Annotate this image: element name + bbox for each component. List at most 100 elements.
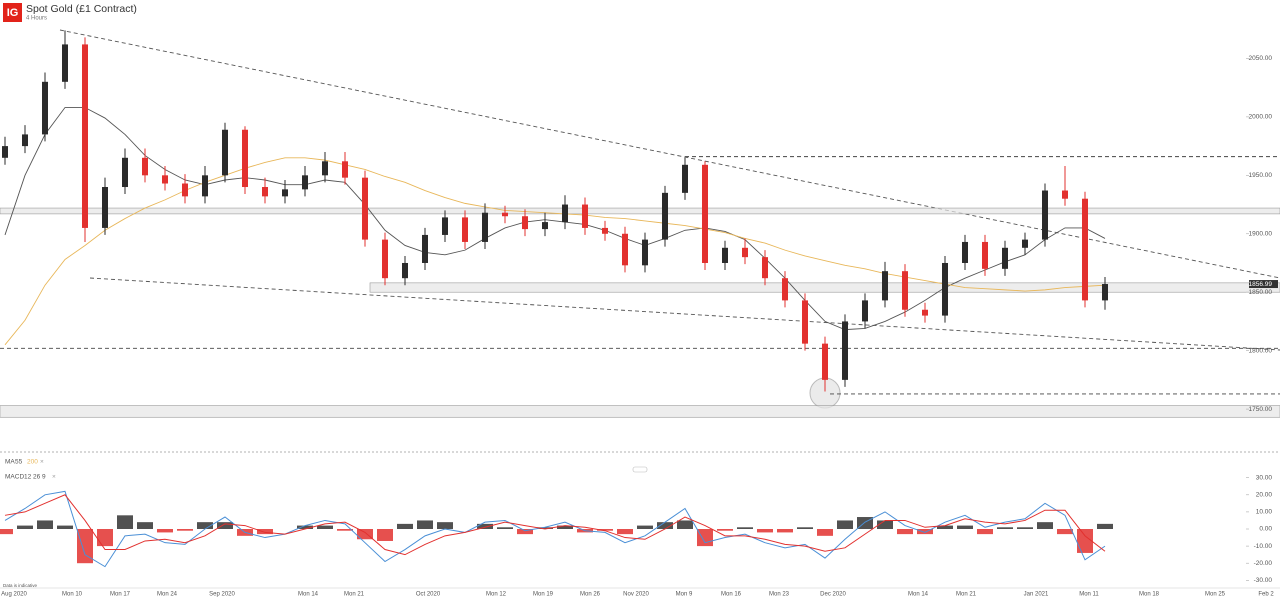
histogram-bar [477,523,493,529]
candle-body [82,44,88,228]
histogram-bar [697,529,713,547]
candle-body [962,241,968,263]
candle-body [522,216,528,230]
y-tick-label: 1950.00 [1249,172,1273,179]
y-tick-label: 1850.00 [1249,289,1273,296]
histogram-bar [717,529,733,531]
histogram-bar [657,522,673,529]
x-tick-label: Nov 2020 [623,592,649,598]
histogram-bar [617,529,633,535]
histogram-bar [997,527,1013,529]
candle-body [542,222,548,230]
x-tick-label: Mon 19 [533,592,554,598]
histogram-bar [597,529,613,531]
x-tick-label: Mon 24 [157,592,178,598]
logo-box [3,3,22,22]
histogram-bar [1077,529,1093,553]
histogram-bar [557,525,573,529]
legend-close: × [40,459,44,466]
legend-entry: 55 [15,459,23,466]
candle-body [802,300,808,344]
zone-band [0,405,1280,418]
x-tick-label: Mon 23 [769,592,790,598]
x-tick-label: Mon 21 [956,592,977,598]
histogram-bar [337,529,353,531]
histogram-bar [157,529,173,533]
candle-body [762,257,768,279]
candle-body [462,217,468,242]
histogram-bar [677,520,693,529]
histogram-bar [137,522,153,529]
panel-handle[interactable] [632,466,648,473]
x-tick-label: Mon 17 [110,592,131,598]
candle-body [842,321,848,380]
candle-body [122,157,128,188]
candle-body [942,262,948,316]
histogram-bar [537,527,553,529]
candle-body [1002,247,1008,269]
candle-body [162,175,168,184]
histogram-bar [57,525,73,529]
line-series [4,494,1106,556]
x-tick-label: Mon 14 [298,592,319,598]
y-tick-label: 2000.00 [1249,114,1273,121]
candle-body [342,161,348,178]
candle-body [242,129,248,188]
x-tick-label: Mon 11 [1079,592,1099,598]
candle-body [822,343,828,380]
histogram-bar [217,522,233,529]
histogram-bar [97,529,113,547]
histogram-bar [257,529,273,535]
zone-band [0,207,1280,215]
candle-body [622,233,628,266]
histogram-bar [17,525,33,529]
candle-body [222,129,228,176]
histogram-bar [917,529,933,535]
y-tick-label: -30.00 [1254,577,1273,584]
trend-line [59,29,1280,279]
candle-body [702,164,708,263]
histogram-bar [637,525,653,529]
y-tick-label: 2050.00 [1249,55,1273,62]
candle-body [902,271,908,310]
histogram-bar [877,520,893,529]
histogram-bar [357,529,373,540]
x-tick-label: Mon 9 [676,592,693,598]
candle-body [202,175,208,197]
x-tick-label: Jan 2021 [1024,592,1049,598]
chart-subtitle: 4 Hours [26,16,47,22]
candle-body [1062,190,1068,199]
x-tick-label: Dec 2020 [820,592,846,598]
histogram-bar [117,515,133,529]
histogram-bar [937,525,953,529]
candle-body [1042,190,1048,240]
histogram-bar [797,527,813,529]
candle-body [2,146,8,158]
x-tick-label: Mon 12 [486,592,507,598]
y-tick-label: 10.00 [1256,509,1273,516]
y-tick-label: 30.00 [1256,474,1273,481]
histogram-bar [377,529,393,541]
legend-entry: 200 [27,459,38,466]
histogram-bar [437,522,453,529]
histogram-bar [417,520,433,529]
histogram-bar [197,522,213,529]
x-tick-label: Mon 26 [580,592,601,598]
histogram-bar [497,527,513,529]
candle-body [662,192,668,240]
candle-body [22,134,28,147]
legend-param: 9 [42,474,46,481]
histogram-bar [0,529,13,535]
x-tick-label: Mon 18 [1139,592,1160,598]
y-tick-label: -10.00 [1254,543,1273,550]
candle-body [1102,284,1108,301]
candle-body [782,278,788,301]
candle-body [262,187,268,197]
histogram-bar [1037,522,1053,529]
x-tick-label: Mon 10 [62,592,83,598]
candle-body [742,247,748,258]
candle-body [602,227,608,234]
x-tick-label: Mon 14 [908,592,929,598]
histogram-bar [77,529,93,564]
